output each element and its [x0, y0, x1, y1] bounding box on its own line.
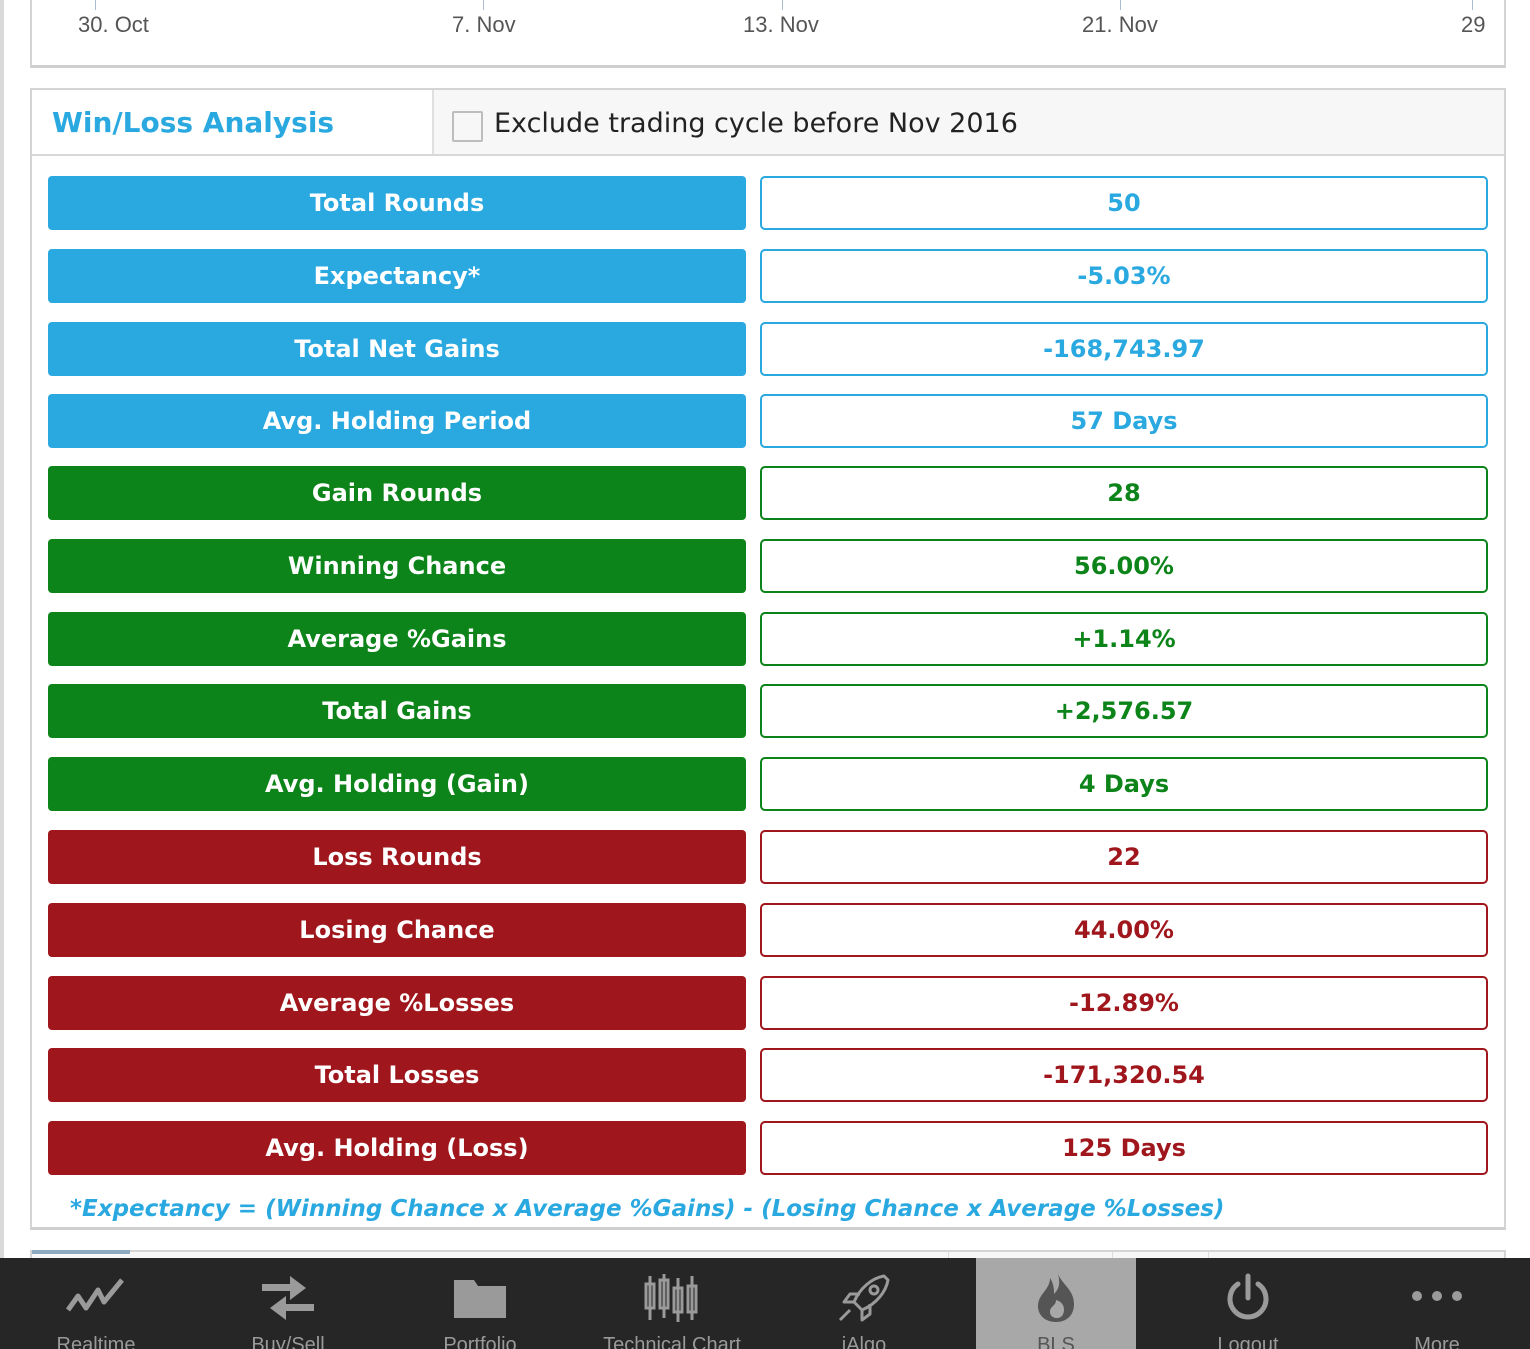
power-icon — [1227, 1273, 1269, 1320]
tab-divider — [948, 1252, 949, 1262]
tab-label: Buy/Sell — [251, 1334, 325, 1349]
stat-label: Avg. Holding (Loss) — [48, 1121, 746, 1175]
win-loss-header: Win/Loss Analysis Exclude trading cycle … — [32, 90, 1504, 156]
expectancy-formula: *Expectancy = (Winning Chance x Average … — [70, 1196, 1225, 1222]
win-loss-title: Win/Loss Analysis — [52, 106, 335, 139]
x-tick — [1120, 0, 1121, 10]
stat-value: -5.03% — [760, 249, 1488, 303]
tab-buy-sell[interactable]: Buy/Sell — [192, 1258, 384, 1349]
flame-icon — [1038, 1274, 1074, 1322]
rocket-icon — [838, 1274, 890, 1322]
stat-label: Average %Gains — [48, 612, 746, 666]
stat-label: Total Rounds — [48, 176, 746, 230]
stat-value: 125 Days — [760, 1121, 1488, 1175]
stat-label: Total Losses — [48, 1048, 746, 1102]
tab-logout[interactable]: Logout — [1152, 1258, 1344, 1349]
more-dots-icon — [1412, 1291, 1462, 1301]
stat-row-total-losses: Total Losses -171,320.54 — [48, 1048, 1488, 1102]
stat-row-total-gains: Total Gains +2,576.57 — [48, 684, 1488, 738]
win-loss-title-cell: Win/Loss Analysis — [32, 90, 434, 154]
tab-label: Portfolio — [443, 1334, 517, 1349]
stat-label: Winning Chance — [48, 539, 746, 593]
stat-value: 28 — [760, 466, 1488, 520]
stat-label: Gain Rounds — [48, 466, 746, 520]
chart-panel: 30. Oct 7. Nov 13. Nov 21. Nov 29 — [30, 0, 1506, 68]
stat-label: Average %Losses — [48, 976, 746, 1030]
stat-value: 50 — [760, 176, 1488, 230]
tab-label: Technical Chart — [603, 1334, 741, 1349]
x-tick — [782, 0, 783, 10]
x-tick-label: 29 — [1461, 12, 1486, 37]
stat-row-avg-holding-gain: Avg. Holding (Gain) 4 Days — [48, 757, 1488, 811]
tab-label: Logout — [1217, 1334, 1279, 1349]
stat-value: -171,320.54 — [760, 1048, 1488, 1102]
stat-label: Total Net Gains — [48, 322, 746, 376]
candlestick-icon — [644, 1274, 698, 1322]
tab-more[interactable]: More — [1344, 1258, 1530, 1349]
stat-row-avg-holding-loss: Avg. Holding (Loss) 125 Days — [48, 1121, 1488, 1175]
stat-label: Avg. Holding Period — [48, 394, 746, 448]
stat-row-average-gains: Average %Gains +1.14% — [48, 612, 1488, 666]
stat-row-average-losses: Average %Losses -12.89% — [48, 976, 1488, 1030]
stat-value: +2,576.57 — [760, 684, 1488, 738]
win-loss-panel: Win/Loss Analysis Exclude trading cycle … — [30, 88, 1506, 1230]
realtime-line-icon — [65, 1278, 124, 1312]
stat-value: +1.14% — [760, 612, 1488, 666]
buy-sell-arrows-icon — [262, 1276, 314, 1320]
stat-label: Expectancy* — [48, 249, 746, 303]
folder-icon — [454, 1280, 506, 1318]
stat-value: -168,743.97 — [760, 322, 1488, 376]
tab-label: More — [1414, 1334, 1460, 1349]
bottom-tab-bar: Realtime Buy/Sell Portfolio — [0, 1258, 1530, 1349]
stat-value: 22 — [760, 830, 1488, 884]
stat-row-winning-chance: Winning Chance 56.00% — [48, 539, 1488, 593]
exclude-cycle-checkbox[interactable] — [452, 111, 483, 142]
stat-value: 44.00% — [760, 903, 1488, 957]
x-tick-label: 30. Oct — [78, 12, 149, 37]
stat-row-losing-chance: Losing Chance 44.00% — [48, 903, 1488, 957]
tab-realtime[interactable]: Realtime — [0, 1258, 192, 1349]
tab-label: Realtime — [56, 1334, 136, 1349]
tab-divider — [1208, 1252, 1209, 1262]
x-tick — [1472, 0, 1473, 10]
left-edge-divider — [0, 0, 4, 1260]
stat-label: Losing Chance — [48, 903, 746, 957]
tab-divider — [1112, 1252, 1113, 1262]
tab-label: iAlgo — [841, 1334, 887, 1349]
stat-value: 4 Days — [760, 757, 1488, 811]
stat-label: Loss Rounds — [48, 830, 746, 884]
x-tick — [483, 0, 484, 10]
tab-bls[interactable]: BLS — [976, 1258, 1136, 1349]
tab-portfolio[interactable]: Portfolio — [384, 1258, 576, 1349]
x-tick-label: 13. Nov — [743, 12, 819, 37]
stat-row-total-rounds: Total Rounds 50 — [48, 176, 1488, 230]
stat-value: -12.89% — [760, 976, 1488, 1030]
stat-row-gain-rounds: Gain Rounds 28 — [48, 466, 1488, 520]
next-panel-header — [30, 1250, 1506, 1262]
stat-row-avg-holding-period: Avg. Holding Period 57 Days — [48, 394, 1488, 448]
exclude-cycle-label[interactable]: Exclude trading cycle before Nov 2016 — [494, 108, 1018, 139]
active-tab-indicator — [32, 1250, 130, 1254]
stat-row-total-net-gains: Total Net Gains -168,743.97 — [48, 322, 1488, 376]
stat-value: 56.00% — [760, 539, 1488, 593]
x-tick-label: 21. Nov — [1082, 12, 1158, 37]
tab-label: BLS — [1037, 1334, 1075, 1349]
tab-ialgo[interactable]: iAlgo — [768, 1258, 960, 1349]
tab-technical-chart[interactable]: Technical Chart — [576, 1258, 768, 1349]
x-tick — [95, 0, 96, 10]
stat-row-expectancy: Expectancy* -5.03% — [48, 249, 1488, 303]
stat-label: Total Gains — [48, 684, 746, 738]
stat-label: Avg. Holding (Gain) — [48, 757, 746, 811]
stat-row-loss-rounds: Loss Rounds 22 — [48, 830, 1488, 884]
stat-value: 57 Days — [760, 394, 1488, 448]
x-tick-label: 7. Nov — [452, 12, 516, 37]
